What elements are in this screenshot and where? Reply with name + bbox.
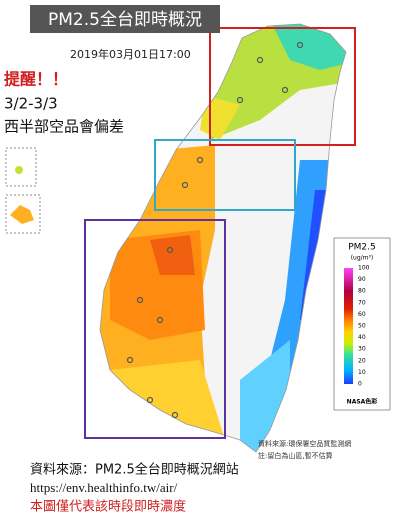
legend-tick-label: 50 xyxy=(358,323,366,330)
alert-message: 西半部空品會偏差 xyxy=(4,118,124,136)
stations xyxy=(126,41,304,419)
island-box xyxy=(5,194,41,234)
legend-title: PM2.5 xyxy=(348,243,376,253)
legend-tick-label: 100 xyxy=(358,265,370,272)
legend-tick-label: 30 xyxy=(358,346,366,353)
legend-tick-label: 60 xyxy=(358,311,366,318)
legend-tick-label: 90 xyxy=(358,276,366,283)
title: PM2.5全台即時概況 xyxy=(48,10,202,30)
timestamp: 2019年03月01日17:00 xyxy=(70,47,191,61)
legend-tick-label: 0 xyxy=(358,381,362,388)
north-highlight xyxy=(209,27,356,146)
legend-unit: (ug/m³) xyxy=(351,255,374,262)
map-note: 註:留白為山區,暫不估算 xyxy=(258,451,333,460)
footer-source: 資料來源：PM2.5全台即時概況網站 xyxy=(30,462,239,478)
footer-disclaimer: 本圖僅代表該時段即時濃度 xyxy=(30,499,186,515)
island xyxy=(10,205,34,224)
coastline xyxy=(99,23,347,453)
legend-tick-label: 20 xyxy=(358,357,366,364)
island-box xyxy=(5,147,37,187)
alert-heading: 提醒！！ xyxy=(4,70,68,89)
legend-credit: NASA色彩 xyxy=(347,398,378,406)
color-bar xyxy=(344,268,353,384)
central-highlight xyxy=(154,139,296,211)
map-source: 資料來源:環保署空品質監測網 xyxy=(258,439,351,448)
legend-tick-label: 40 xyxy=(358,334,366,341)
south-highlight xyxy=(84,219,226,439)
island xyxy=(15,166,23,174)
alert-dates: 3/2-3/3 xyxy=(4,95,58,113)
legend-tick-label: 70 xyxy=(358,299,366,306)
title-box xyxy=(30,5,220,33)
legend: PM2.5 (ug/m³) NASA色彩 1009080706050403020… xyxy=(333,237,391,411)
legend-tick-label: 10 xyxy=(358,369,366,376)
legend-box xyxy=(333,237,391,411)
footer-url: https://env.healthinfo.tw/air/ xyxy=(30,480,178,495)
legend-tick-label: 80 xyxy=(358,288,366,295)
